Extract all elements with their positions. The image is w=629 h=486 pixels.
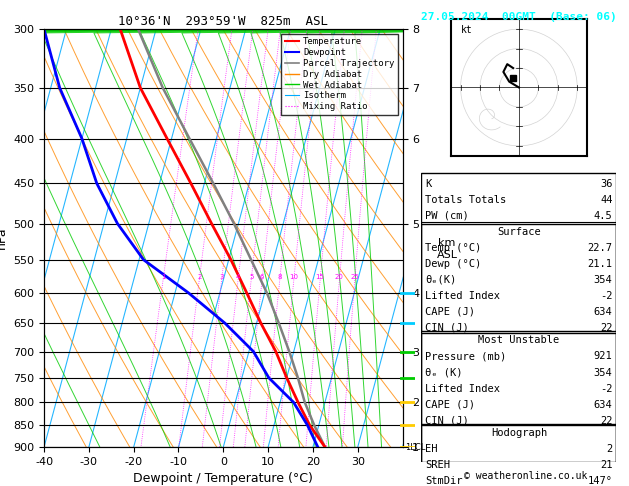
Text: 2: 2 [606,444,613,454]
Text: 44: 44 [600,195,613,205]
Text: CIN (J): CIN (J) [425,416,469,426]
Text: 921: 921 [594,351,613,362]
Text: 1LCL: 1LCL [405,443,425,451]
Text: CIN (J): CIN (J) [425,323,469,333]
Text: 6: 6 [260,274,264,280]
Text: 3: 3 [220,274,224,280]
Text: CAPE (J): CAPE (J) [425,307,476,317]
Text: 1: 1 [161,274,165,280]
Text: 354: 354 [594,275,613,285]
Text: EH: EH [425,444,438,454]
Text: 4.5: 4.5 [594,211,613,221]
Text: 15: 15 [316,274,325,280]
Text: SREH: SREH [425,460,450,470]
Text: © weatheronline.co.uk: © weatheronline.co.uk [464,471,587,481]
Text: Totals Totals: Totals Totals [425,195,506,205]
Text: Lifted Index: Lifted Index [425,291,500,301]
Title: 10°36'N  293°59'W  825m  ASL: 10°36'N 293°59'W 825m ASL [118,15,328,28]
Text: K: K [425,179,431,189]
Y-axis label: hPa: hPa [0,227,8,249]
Text: Lifted Index: Lifted Index [425,383,500,394]
Text: -2: -2 [600,291,613,301]
Text: 5: 5 [249,274,253,280]
Text: 354: 354 [594,367,613,378]
Text: 21.1: 21.1 [587,259,613,269]
Text: 634: 634 [594,399,613,410]
Text: Pressure (mb): Pressure (mb) [425,351,506,362]
Text: Surface: Surface [497,226,541,237]
Text: 634: 634 [594,307,613,317]
Text: 2: 2 [197,274,201,280]
Text: 8: 8 [277,274,282,280]
Text: 36: 36 [600,179,613,189]
Text: Hodograph: Hodograph [491,428,547,438]
Legend: Temperature, Dewpoint, Parcel Trajectory, Dry Adiabat, Wet Adiabat, Isotherm, Mi: Temperature, Dewpoint, Parcel Trajectory… [281,34,398,115]
Text: 27.05.2024  00GMT  (Base: 06): 27.05.2024 00GMT (Base: 06) [421,12,617,22]
Text: 21: 21 [600,460,613,470]
Text: 20: 20 [335,274,344,280]
Text: 25: 25 [350,274,359,280]
Text: CAPE (J): CAPE (J) [425,399,476,410]
Text: Most Unstable: Most Unstable [478,335,560,346]
Text: StmDir: StmDir [425,476,463,486]
Text: Temp (°C): Temp (°C) [425,243,482,253]
Text: -2: -2 [600,383,613,394]
Text: Dewp (°C): Dewp (°C) [425,259,482,269]
Text: 4: 4 [236,274,240,280]
Text: 22.7: 22.7 [587,243,613,253]
Text: 10: 10 [289,274,298,280]
X-axis label: Dewpoint / Temperature (°C): Dewpoint / Temperature (°C) [133,472,313,486]
Text: 22: 22 [600,416,613,426]
Text: kt: kt [460,25,472,35]
Text: θₑ (K): θₑ (K) [425,367,463,378]
Y-axis label: km
ASL: km ASL [437,238,458,260]
Text: 22: 22 [600,323,613,333]
Text: PW (cm): PW (cm) [425,211,469,221]
Text: 147°: 147° [587,476,613,486]
Text: θₑ(K): θₑ(K) [425,275,457,285]
